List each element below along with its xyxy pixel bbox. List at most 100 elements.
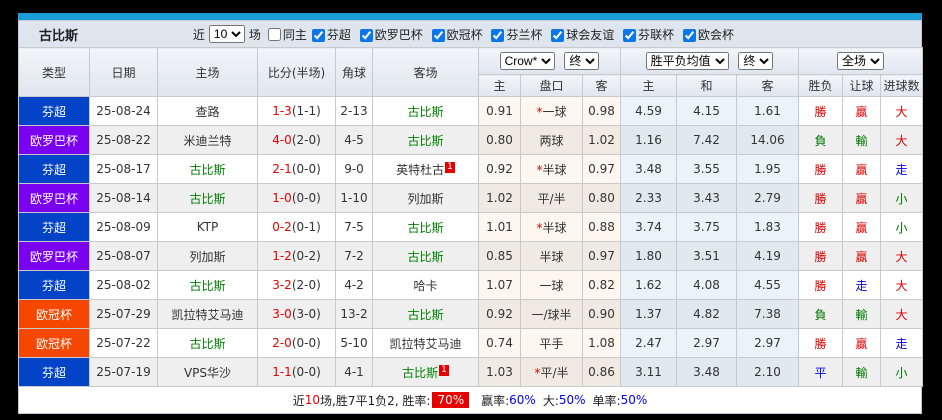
- league-label: 芬超: [326, 27, 351, 42]
- lose-odds: 1.83: [735, 212, 800, 242]
- league-checkbox[interactable]: [431, 28, 445, 42]
- league-checkbox[interactable]: [682, 28, 696, 42]
- handicap-home-odds: 0.92: [478, 154, 521, 184]
- draw-odds: 2.97: [676, 328, 737, 358]
- fulltime-score: 1-1: [272, 365, 292, 379]
- score-cell: 0-2(0-1): [257, 212, 336, 242]
- lose-odds: 2.79: [735, 183, 800, 213]
- home-team-name: VPS华沙: [183, 365, 232, 380]
- odds-stage-select-2[interactable]: 终: [738, 52, 774, 70]
- home-team-cell: KTP: [157, 212, 258, 242]
- home-team-name: 古比斯: [189, 191, 226, 206]
- table-row[interactable]: 欧冠杯 25-07-29 凯拉特艾马迪 3-0(3-0) 13-2 古比斯 0.…: [18, 299, 924, 329]
- col-header-handicap: 盘口: [520, 74, 583, 97]
- footer-near-label: 近: [292, 393, 305, 408]
- odds-company-select[interactable]: Crow*: [499, 52, 555, 70]
- table-row[interactable]: 芬超 25-08-02 古比斯 3-2(2-0) 4-2 哈卡 1.07 *一球…: [18, 270, 924, 300]
- score-cell: 1-2(0-2): [257, 241, 336, 271]
- odds-stage-select-1[interactable]: 终: [564, 52, 600, 70]
- handicap-home-odds: 1.03: [478, 357, 521, 387]
- league-type-badge: 芬超: [18, 154, 90, 184]
- away-team-name: 凯拉特艾马迪: [389, 336, 462, 351]
- corner-score: 7-5: [335, 212, 373, 242]
- table-row[interactable]: 欧罗巴杯 25-08-07 列加斯 1-2(0-2) 7-2 古比斯 0.85 …: [18, 241, 924, 271]
- league-label: 欧冠杯: [446, 27, 483, 42]
- win-odds: 2.33: [620, 183, 677, 213]
- league-checkbox[interactable]: [623, 28, 637, 42]
- accent-bar: [18, 13, 922, 20]
- league-filter-group: 芬超 欧罗巴杯 欧冠杯 芬兰杯 球会友谊 芬联杯 欧会杯: [307, 26, 734, 43]
- win-odds: 3.11: [620, 357, 677, 387]
- goals-result-cell: 小: [880, 357, 924, 387]
- table-row[interactable]: 芬超 25-07-19 VPS华沙 1-1(0-0) 4-1 古比斯 1 1.03…: [18, 357, 924, 387]
- table-body: 芬超 25-08-24 查路 1-3(1-1) 2-13 古比斯 0.91 *一…: [18, 96, 924, 387]
- handicap-cell: *半球: [520, 241, 583, 271]
- col-header-corner: 角球: [335, 47, 373, 97]
- league-checkbox[interactable]: [311, 28, 325, 42]
- corner-score: 7-2: [335, 241, 373, 271]
- lose-odds: 1.61: [735, 96, 800, 126]
- handicap-home-odds: 0.91: [478, 96, 521, 126]
- away-team-name: 哈卡: [413, 278, 438, 293]
- home-team-name: 古比斯: [189, 162, 226, 177]
- period-select[interactable]: 全场: [837, 52, 885, 70]
- corner-score: 13-2: [335, 299, 373, 329]
- table-row[interactable]: 欧罗巴杯 25-08-14 古比斯 1-0(0-0) 1-10 列加斯 1.02…: [18, 183, 924, 213]
- col-header-type: 类型: [18, 47, 90, 97]
- result-cell: 負: [798, 299, 844, 329]
- single-label: 单率:: [592, 393, 621, 408]
- away-redcard-icon: 1: [445, 161, 455, 173]
- table-row[interactable]: 欧罗巴杯 25-08-22 米迪兰特 4-0(2-0) 4-5 古比斯 0.80…: [18, 125, 924, 155]
- halftime-score: (2-0): [291, 133, 321, 147]
- result-cell: 勝: [798, 183, 844, 213]
- table-row[interactable]: 芬超 25-08-17 古比斯 2-1(0-0) 9-0 英特杜古 1 0.92 …: [18, 154, 924, 184]
- score-cell: 4-0(2-0): [257, 125, 336, 155]
- table-row[interactable]: 欧冠杯 25-07-22 古比斯 2-0(0-0) 5-10 凯拉特艾马迪 0.…: [18, 328, 924, 358]
- home-team-name: 古比斯: [189, 278, 226, 293]
- same-home-checkbox[interactable]: [267, 27, 281, 41]
- draw-odds: 4.82: [676, 299, 737, 329]
- handicap-result-cell: 走: [842, 270, 882, 300]
- league-checkbox[interactable]: [359, 28, 373, 42]
- title-bar: 古比斯 近 10 场 同主 芬超 欧罗巴杯 欧冠杯 芬兰杯 球会友谊 芬联杯 欧…: [18, 20, 922, 47]
- handicap-star-icon: *: [536, 220, 543, 235]
- league-type-badge: 芬超: [18, 270, 90, 300]
- matches-label: 场: [248, 27, 261, 42]
- halftime-score: (2-0): [291, 278, 321, 292]
- handicap-line: 一/球半: [531, 307, 572, 322]
- away-team-cell: 古比斯: [372, 212, 479, 242]
- corner-score: 9-0: [335, 154, 373, 184]
- away-team-cell: 凯拉特艾马迪: [372, 328, 479, 358]
- handicap-result-cell: 贏: [842, 96, 882, 126]
- avg-odds-select[interactable]: 胜平负均值: [645, 52, 729, 70]
- score-cell: 3-2(2-0): [257, 270, 336, 300]
- result-cell: 勝: [798, 212, 844, 242]
- lose-odds: 14.06: [735, 125, 800, 155]
- league-checkbox[interactable]: [551, 28, 565, 42]
- corner-score: 4-5: [335, 125, 373, 155]
- handicap-line: 半球: [542, 162, 567, 177]
- win-odds: 3.48: [620, 154, 677, 184]
- win-odds-value: 60%: [509, 393, 536, 407]
- away-team-name: 古比斯: [407, 220, 444, 235]
- score-cell: 1-0(0-0): [257, 183, 336, 213]
- match-date: 25-08-09: [89, 212, 158, 242]
- fulltime-score: 2-1: [272, 162, 292, 176]
- goals-result-cell: 小: [880, 212, 924, 242]
- col-header-score: 比分(半场): [257, 47, 336, 97]
- corner-score: 1-10: [335, 183, 373, 213]
- halftime-score: (3-0): [291, 307, 321, 321]
- home-team-name: 凯拉特艾马迪: [171, 307, 244, 322]
- league-filter-item: 欧罗巴杯: [355, 28, 423, 42]
- league-checkbox[interactable]: [491, 28, 505, 42]
- handicap-result-cell: 贏: [842, 328, 882, 358]
- lose-odds: 2.10: [735, 357, 800, 387]
- league-filter-item: 芬兰杯: [486, 28, 542, 42]
- table-row[interactable]: 芬超 25-08-24 查路 1-3(1-1) 2-13 古比斯 0.91 *一…: [18, 96, 924, 126]
- handicap-result-cell: 贏: [842, 241, 882, 271]
- matches-table: 类型 日期 主场 比分(半场) 角球 客场 Crow* 终 胜平负均值: [18, 47, 924, 387]
- table-row[interactable]: 芬超 25-08-09 KTP 0-2(0-1) 7-5 古比斯 1.01 *半…: [18, 212, 924, 242]
- col-header-home: 主场: [157, 47, 258, 97]
- win-odds: 2.47: [620, 328, 677, 358]
- match-count-select[interactable]: 10: [208, 25, 245, 43]
